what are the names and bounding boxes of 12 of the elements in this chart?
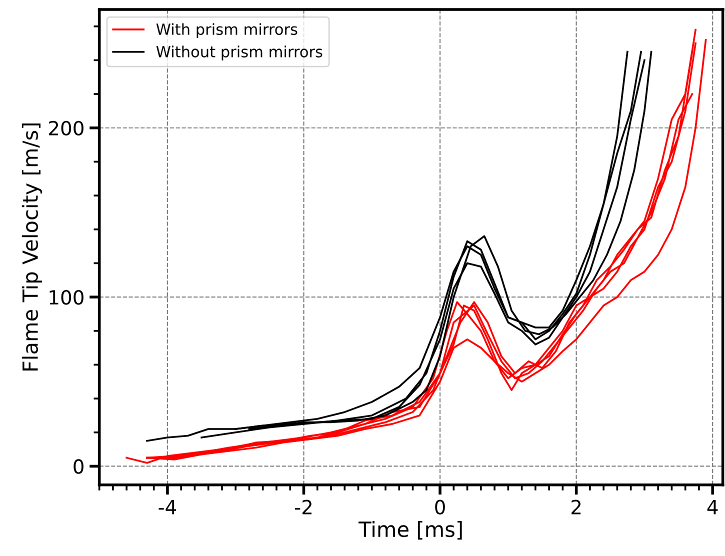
y-axis-title: Flame Tip Velocity [m/s] bbox=[22, 124, 42, 370]
x-axis-title: Time [ms] bbox=[358, 521, 462, 540]
x-tick-label: -2 bbox=[295, 500, 312, 514]
x-tick-label: 0 bbox=[435, 500, 445, 514]
x-tick-label: 4 bbox=[707, 500, 718, 514]
y-tick-label: 200 bbox=[49, 120, 84, 136]
x-tick-label: 2 bbox=[572, 500, 581, 514]
legend-label: With prism mirrors bbox=[156, 23, 298, 38]
x-tick-label: -4 bbox=[158, 500, 176, 514]
legend-label: Without prism mirrors bbox=[156, 46, 322, 60]
y-tick-label: 100 bbox=[50, 290, 84, 305]
y-tick-label: 0 bbox=[74, 459, 84, 474]
